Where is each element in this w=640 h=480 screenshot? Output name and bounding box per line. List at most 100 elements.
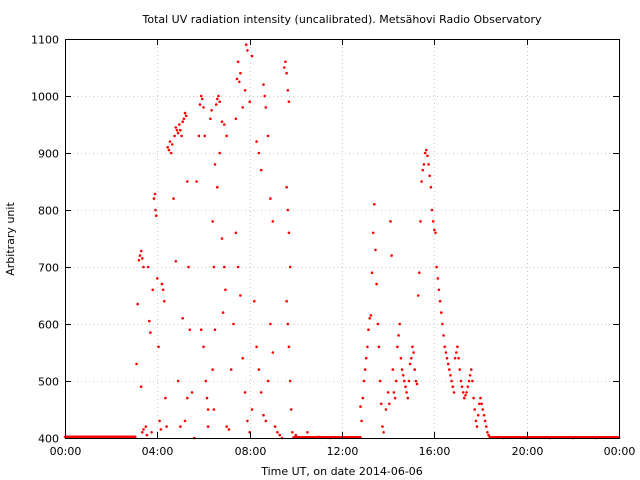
data-point [480, 402, 484, 406]
data-point [225, 134, 228, 138]
data-point [203, 134, 206, 138]
data-point [284, 60, 287, 64]
data-point [451, 385, 455, 389]
data-point [467, 379, 471, 383]
data-point [473, 408, 477, 411]
data-point [250, 54, 254, 58]
data-point [160, 282, 164, 286]
data-point [188, 328, 191, 332]
data-point [166, 146, 169, 149]
data-point [370, 271, 374, 275]
data-point [190, 391, 194, 394]
data-point [259, 168, 263, 172]
data-point [416, 294, 420, 297]
x-tick-label: 12:00 [327, 445, 359, 458]
data-point [243, 89, 247, 92]
data-point [287, 100, 291, 103]
data-point [306, 431, 309, 434]
data-point [161, 288, 165, 292]
data-point [238, 80, 241, 84]
data-point [283, 66, 286, 69]
data-point [411, 345, 414, 349]
data-point [381, 425, 384, 428]
data-point [423, 151, 427, 155]
data-point [171, 143, 174, 146]
data-point [410, 356, 413, 360]
data-point [223, 123, 226, 126]
data-point [445, 356, 449, 360]
data-point [246, 419, 249, 423]
data-point [239, 71, 242, 75]
data-point [464, 394, 467, 397]
x-tick-label: 00:00 [50, 445, 82, 458]
data-point [466, 385, 470, 389]
data-point [199, 94, 203, 98]
data-point [220, 237, 224, 240]
data-point [213, 163, 217, 166]
data-point [266, 379, 270, 383]
data-point [158, 419, 161, 423]
data-point [145, 433, 149, 437]
data-point [150, 431, 153, 434]
y-tick-label: 400 [38, 433, 59, 446]
data-point [276, 431, 279, 434]
data-point [444, 351, 448, 354]
data-point [214, 103, 218, 106]
data-point [255, 140, 258, 143]
data-point [472, 396, 475, 400]
data-point [485, 425, 488, 428]
data-point [289, 408, 293, 411]
data-point [209, 117, 212, 121]
data-point [382, 431, 385, 434]
data-point [483, 419, 487, 423]
data-point [468, 374, 472, 377]
data-point [421, 168, 425, 172]
data-point [156, 277, 159, 280]
data-point [384, 408, 388, 411]
data-point [225, 425, 228, 428]
data-point [146, 265, 150, 269]
data-point [269, 197, 272, 200]
data-point [135, 362, 138, 366]
data-point [374, 248, 377, 252]
y-tick-label: 500 [38, 376, 59, 389]
data-point [379, 402, 383, 406]
data-point [204, 379, 208, 383]
data-point [285, 185, 288, 189]
data-point [433, 228, 436, 232]
data-point [388, 402, 391, 406]
data-point [262, 413, 265, 417]
data-point [211, 368, 214, 371]
data-point [291, 431, 294, 434]
data-point [367, 328, 370, 332]
data-point [163, 299, 166, 303]
data-point [241, 106, 244, 109]
data-point [183, 111, 187, 115]
data-point [244, 43, 248, 46]
y-tick-label: 700 [38, 262, 59, 275]
data-point [136, 302, 139, 306]
data-point [257, 151, 261, 155]
data-point [412, 351, 415, 354]
data-point [373, 203, 376, 206]
data-point [164, 396, 167, 400]
data-point [420, 180, 423, 183]
data-point [271, 220, 275, 223]
data-point [243, 391, 247, 394]
data-point [229, 368, 233, 371]
data-point [285, 299, 288, 303]
data-point [236, 60, 240, 64]
data-point [361, 396, 365, 400]
data-point [363, 368, 367, 371]
y-axis: 400 500 600 700 800 900 1000 1100 [31, 34, 619, 446]
data-point [471, 379, 474, 383]
data-point [141, 257, 144, 260]
data-point [139, 385, 143, 389]
data-point [429, 185, 433, 189]
x-tick-label: 04:00 [142, 445, 174, 458]
data-point [294, 433, 298, 437]
data-point [455, 351, 458, 354]
data-point [186, 180, 189, 183]
data-point [486, 431, 489, 434]
data-point [443, 345, 447, 349]
